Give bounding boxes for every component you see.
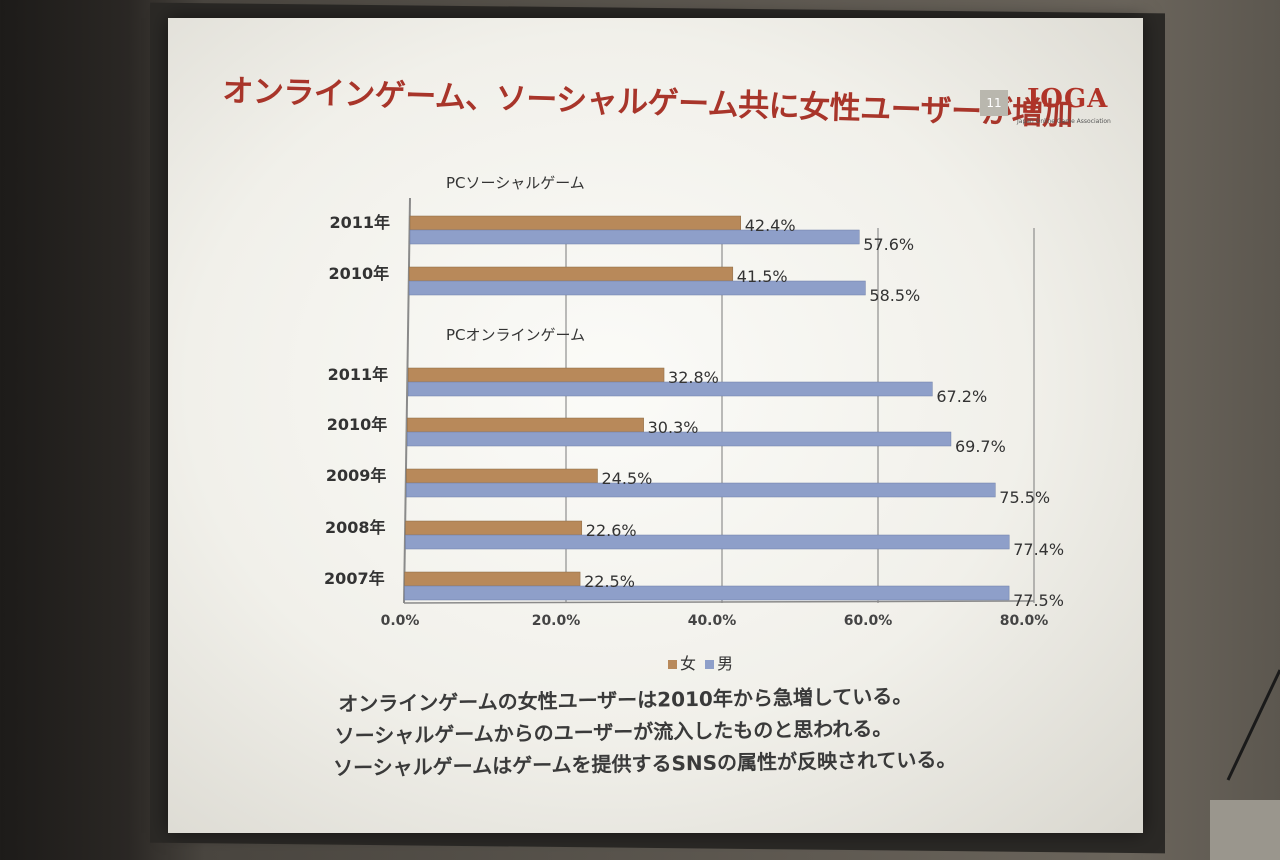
bar-female	[407, 367, 665, 383]
legend-item-female: 女	[668, 654, 701, 673]
slide: オンラインゲーム、ソーシャルゲーム共に女性ユーザーが増加 11 JOGA Jap…	[168, 18, 1143, 833]
data-label-male: 77.5%	[1013, 591, 1064, 610]
bar-male	[407, 431, 952, 447]
bar-chart: 0.0% 20.0% 40.0% 60.0% 80.0% PCソーシャルゲーム PCオンライ…	[324, 174, 1064, 629]
legend-label-female: 女	[680, 654, 697, 673]
chart-legend: 女 男	[668, 650, 737, 674]
bar-female	[404, 571, 581, 587]
y-category-label: 2010年	[327, 415, 388, 434]
legend-swatch-male	[705, 660, 715, 669]
slide-notes: オンラインゲームの女性ユーザーは2010年から急増している。 ソーシャルゲームか…	[333, 678, 1059, 784]
bar-male	[406, 482, 996, 498]
group-label: PCソーシャルゲーム	[446, 174, 585, 192]
x-tick-label: 20.0%	[532, 613, 581, 629]
data-label-female: 24.5%	[602, 469, 653, 488]
data-label-female: 30.3%	[648, 418, 699, 437]
bar-female	[405, 520, 583, 536]
x-tick-label: 80.0%	[1000, 613, 1049, 629]
y-axis-line	[403, 197, 411, 604]
bar-male	[409, 229, 860, 245]
y-category-label: 2011年	[328, 365, 389, 384]
bar-male	[405, 534, 1010, 550]
bar-male	[407, 381, 933, 397]
page-number: 11	[980, 90, 1008, 116]
y-category-label: 2010年	[329, 264, 390, 283]
x-tick-label: 40.0%	[688, 613, 737, 629]
logo-subtitle: Japan Online Game Association	[1017, 118, 1111, 125]
y-category-label: 2011年	[329, 213, 390, 232]
data-label-male: 57.6%	[863, 235, 914, 254]
group-label: PCオンラインゲーム	[446, 326, 585, 344]
data-label-male: 75.5%	[999, 488, 1050, 507]
data-label-female: 22.6%	[586, 521, 637, 540]
legend-label-male: 男	[717, 654, 734, 673]
data-label-male: 58.5%	[869, 286, 920, 305]
legend-item-male: 男	[705, 654, 733, 673]
x-axis-line	[403, 600, 1035, 604]
data-label-female: 41.5%	[737, 267, 788, 286]
data-label-female: 22.5%	[584, 572, 635, 591]
y-category-label: 2008年	[325, 518, 386, 537]
bar-male	[408, 280, 866, 296]
data-label-female: 42.4%	[745, 216, 796, 235]
bar-female	[408, 266, 734, 282]
data-label-male: 69.7%	[955, 437, 1006, 456]
y-category-label: 2007年	[324, 569, 385, 588]
bar-male	[404, 585, 1010, 601]
data-label-male: 67.2%	[936, 387, 987, 406]
joga-logo: JOGA Japan Online Game Association	[1013, 80, 1111, 132]
legend-swatch-female	[668, 660, 677, 669]
bar-female	[407, 417, 644, 433]
logo-text: JOGA	[1027, 84, 1109, 114]
x-tick-label: 60.0%	[844, 613, 893, 629]
bar-female	[406, 468, 598, 484]
data-label-male: 77.4%	[1013, 540, 1064, 559]
projector-stand	[1210, 669, 1280, 860]
y-category-label: 2009年	[326, 466, 387, 485]
bar-female	[409, 215, 741, 231]
x-tick-label: 0.0%	[381, 613, 420, 629]
data-label-female: 32.8%	[668, 368, 719, 387]
